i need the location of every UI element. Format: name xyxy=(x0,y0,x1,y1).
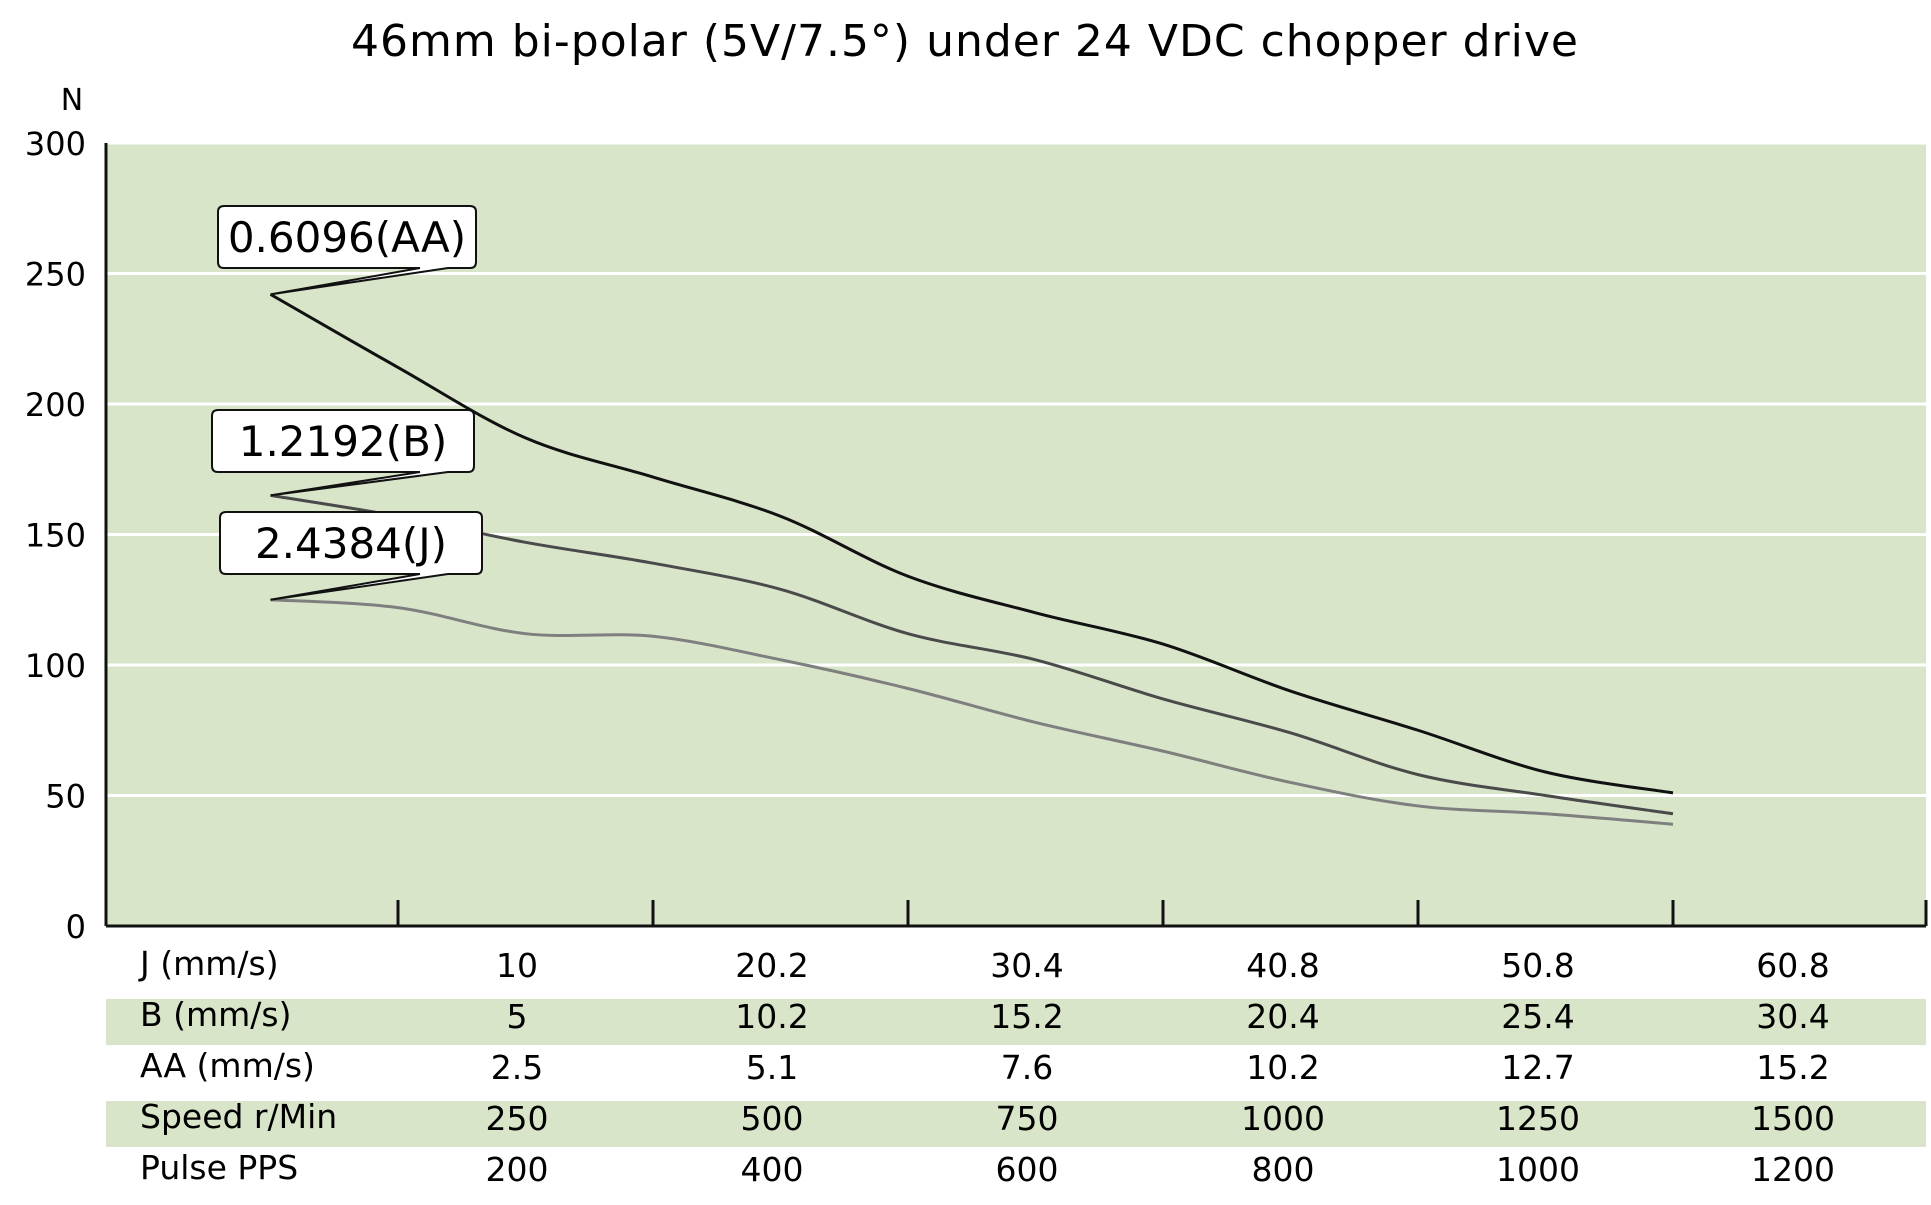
table-cell: 250 xyxy=(486,1099,549,1138)
y-tick-label: 250 xyxy=(25,256,86,294)
y-tick-label: 50 xyxy=(45,778,86,816)
y-tick-label: 100 xyxy=(25,647,86,685)
table-bands xyxy=(106,999,1926,1147)
table-cell: 15.2 xyxy=(1756,1048,1829,1087)
series-callout: 2.4384(J) xyxy=(219,511,483,601)
table-cell: 750 xyxy=(996,1099,1059,1138)
series-label: 2.4384(J) xyxy=(255,519,447,568)
table-cell: 1250 xyxy=(1496,1099,1580,1138)
y-axis-ticks: 300 250 200 150 100 50 0 xyxy=(25,125,86,946)
axes xyxy=(104,143,1928,928)
table-row-label: Speed r/Min xyxy=(140,1097,337,1136)
y-tick-label: 200 xyxy=(25,386,86,424)
table-cell: 20.4 xyxy=(1246,997,1319,1036)
table-band xyxy=(106,1101,1926,1147)
table-cell: 1500 xyxy=(1751,1099,1835,1138)
table-cell: 5.1 xyxy=(746,1048,798,1087)
series-label: 1.2192(B) xyxy=(239,417,448,466)
callout-box xyxy=(217,205,477,296)
table-cell: 500 xyxy=(741,1099,804,1138)
table-cell: 400 xyxy=(741,1150,804,1189)
table-band xyxy=(106,999,1926,1045)
table-cell: 30.4 xyxy=(1756,997,1829,1036)
table-cell: 1000 xyxy=(1241,1099,1325,1138)
y-tick-label: 150 xyxy=(25,517,86,555)
table-cell: 2.5 xyxy=(491,1048,543,1087)
table-cell: 50.8 xyxy=(1501,946,1574,985)
table-cell: 200 xyxy=(486,1150,549,1189)
series-line-2-4384-j xyxy=(270,598,1674,826)
table-cell: 10.2 xyxy=(1246,1048,1319,1087)
callout-box xyxy=(211,409,475,497)
y-tick-label: 300 xyxy=(25,125,86,163)
series-callout: 0.6096(AA) xyxy=(217,205,477,296)
table-cell: 800 xyxy=(1252,1150,1315,1189)
table-cell: 600 xyxy=(996,1150,1059,1189)
table-cell: 30.4 xyxy=(990,946,1063,985)
table-cell: 25.4 xyxy=(1501,997,1574,1036)
series-line-1-2192-b xyxy=(270,493,1674,816)
table-row-label: J (mm/s) xyxy=(138,944,279,983)
series-lines xyxy=(269,293,1674,826)
table-cell: 7.6 xyxy=(1001,1048,1053,1087)
table-cell: 60.8 xyxy=(1756,946,1829,985)
table-cell: 10 xyxy=(496,946,538,985)
table-cell: 40.8 xyxy=(1246,946,1319,985)
series-callouts: 0.6096(AA) 1.2192(B) 2.4384(J) xyxy=(211,205,483,601)
table-cell: 10.2 xyxy=(735,997,808,1036)
table-cell: 1000 xyxy=(1496,1150,1580,1189)
table-row-label: AA (mm/s) xyxy=(140,1046,315,1085)
series-callout: 1.2192(B) xyxy=(211,409,475,497)
table-cell: 12.7 xyxy=(1501,1048,1574,1087)
table-cell: 5 xyxy=(507,997,528,1036)
series-label: 0.6096(AA) xyxy=(228,213,466,262)
callout-box xyxy=(219,511,483,601)
series-line-0-6096-aa xyxy=(269,293,1674,795)
table-cell: 15.2 xyxy=(990,997,1063,1036)
y-tick-label: 0 xyxy=(66,908,86,946)
table-cell: 1200 xyxy=(1751,1150,1835,1189)
table-row-label: Pulse PPS xyxy=(140,1148,298,1187)
chart-title: 46mm bi-polar (5V/7.5°) under 24 VDC cho… xyxy=(351,16,1579,67)
table-cell: 20.2 xyxy=(735,946,808,985)
table-row-label: B (mm/s) xyxy=(140,995,291,1034)
speed-table: J (mm/s) 10 20.2 30.4 40.8 50.8 60.8 B (mm/s) 5 1… xyxy=(138,944,1835,1189)
y-axis-unit-label: N xyxy=(61,83,83,118)
